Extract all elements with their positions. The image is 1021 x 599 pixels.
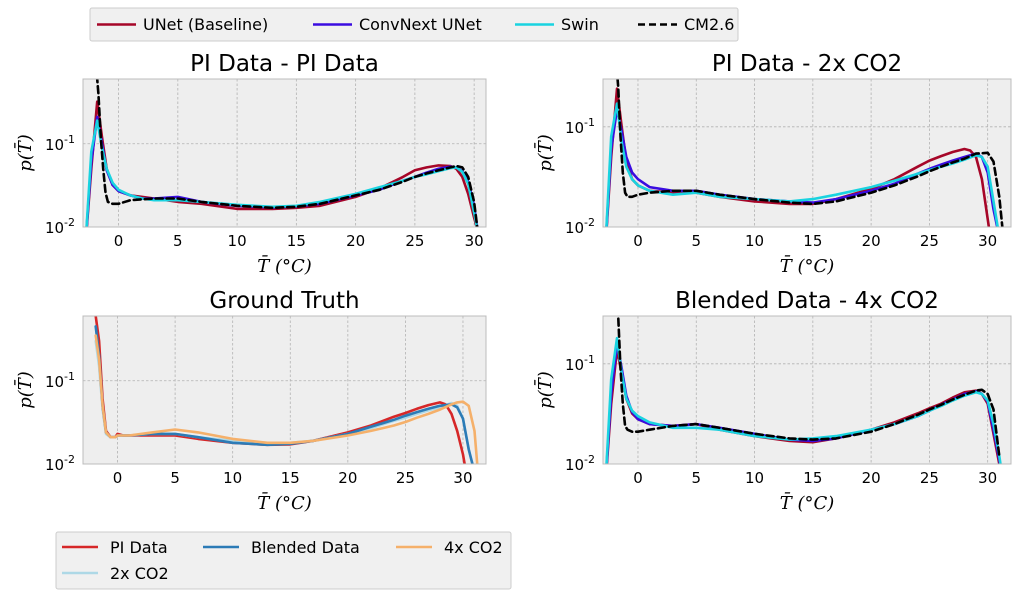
legend-label: 4x CO2	[444, 538, 503, 557]
y-tick-label: 10-1	[565, 353, 595, 374]
y-axis-label: p(T̄)	[533, 134, 556, 172]
legend-label: Blended Data	[251, 538, 360, 557]
top-legend-frame	[89, 7, 739, 42]
legend-label: Swin	[561, 15, 599, 34]
x-tick-label: 30	[465, 232, 484, 250]
x-tick-label: 20	[862, 469, 881, 487]
x-tick-label: 5	[691, 232, 701, 250]
legend-label: UNet (Baseline)	[143, 15, 268, 34]
bottom-legend: PI Data Blended Data 4x CO2 2x CO2	[55, 531, 512, 590]
x-tick-label: 25	[405, 232, 424, 250]
plot-frame	[602, 78, 1012, 228]
x-axis-label: T̄ (°C)	[257, 491, 312, 514]
x-tick-label: 20	[338, 469, 357, 487]
x-tick-label: 25	[920, 469, 939, 487]
chart-panel-2: 0 5 10 15 20 25 30 10-2 10-1 PI Data - 2x CO2 T̄ (…	[533, 51, 1012, 277]
series-line-swin	[605, 336, 1002, 464]
y-tick-label: 10-2	[565, 216, 595, 237]
y-tick-label: 10-2	[45, 216, 75, 237]
x-tick-label: 10	[228, 232, 247, 250]
x-tick-label: 15	[287, 232, 306, 250]
plot-area	[83, 79, 486, 227]
x-tick-label: 25	[920, 232, 939, 250]
x-axis-label: T̄ (°C)	[780, 254, 835, 277]
chart-panel-1: 0 5 10 15 20 25 30 10-2 10-1 PI Data - PI Data T̄ …	[13, 51, 487, 277]
y-tick-label: 10-1	[565, 116, 595, 137]
y-axis-label: p(T̄)	[13, 134, 36, 172]
series-line-swin	[605, 102, 1000, 227]
series-group	[85, 79, 479, 227]
plot-frame	[82, 78, 487, 228]
y-tick-label: 10-1	[45, 370, 75, 391]
x-tick-label: 20	[862, 232, 881, 250]
x-tick-label: 0	[633, 469, 643, 487]
legend-label: CM2.6	[684, 15, 734, 34]
legend-label: 2x CO2	[110, 564, 169, 583]
x-tick-label: 25	[396, 469, 415, 487]
chart-title: PI Data - PI Data	[190, 51, 379, 77]
x-tick-label: 20	[346, 232, 365, 250]
chart-title: Blended Data - 4x CO2	[675, 288, 939, 314]
x-tick-label: 15	[281, 469, 300, 487]
x-tick-label: 15	[803, 232, 822, 250]
x-tick-label: 5	[173, 232, 183, 250]
x-tick-label: 0	[113, 469, 123, 487]
x-tick-label: 15	[803, 469, 822, 487]
x-tick-label: 0	[633, 232, 643, 250]
y-tick-label: 10-1	[45, 133, 75, 154]
chart-title: Ground Truth	[209, 288, 359, 314]
x-tick-label: 0	[114, 232, 124, 250]
chart-panels: 0 5 10 15 20 25 30 10-2 10-1 PI Data - PI Data T̄ …	[13, 51, 1012, 514]
plot-area	[83, 316, 486, 464]
y-tick-label: 10-2	[45, 453, 75, 474]
x-tick-label: 30	[978, 469, 997, 487]
legend-label: ConvNext UNet	[359, 15, 482, 34]
x-tick-label: 5	[691, 469, 701, 487]
series-line-4x-co2	[94, 334, 479, 464]
x-tick-label: 30	[978, 232, 997, 250]
top-legend: UNet (Baseline) ConvNext UNet Swin CM2.6	[89, 7, 739, 42]
x-tick-label: 10	[745, 232, 764, 250]
x-axis-label: T̄ (°C)	[780, 491, 835, 514]
y-tick-label: 10-2	[565, 453, 595, 474]
series-line-cm2-6	[616, 316, 1001, 458]
series-line-cm2-6	[95, 79, 479, 227]
series-group	[605, 79, 1004, 227]
series-line-cm2-6	[616, 79, 1004, 227]
x-tick-label: 5	[170, 469, 180, 487]
series-group	[605, 316, 1002, 464]
y-axis-label: p(T̄)	[13, 371, 36, 409]
y-axis-label: p(T̄)	[533, 371, 556, 409]
plot-frame	[602, 315, 1012, 465]
x-axis-label: T̄ (°C)	[257, 254, 312, 277]
chart-panel-3: 0 5 10 15 20 25 30 10-2 10-1 Ground Truth T̄ (°C) p…	[13, 288, 487, 514]
x-tick-label: 10	[745, 469, 764, 487]
x-tick-label: 10	[223, 469, 242, 487]
x-tick-label: 30	[453, 469, 472, 487]
plot-frame	[82, 315, 487, 465]
legend-label: PI Data	[110, 538, 168, 557]
chart-title: PI Data - 2x CO2	[712, 51, 902, 77]
chart-panel-4: 0 5 10 15 20 25 30 10-2 10-1 Blended Data - 4x CO…	[533, 288, 1012, 514]
series-group	[94, 316, 479, 464]
